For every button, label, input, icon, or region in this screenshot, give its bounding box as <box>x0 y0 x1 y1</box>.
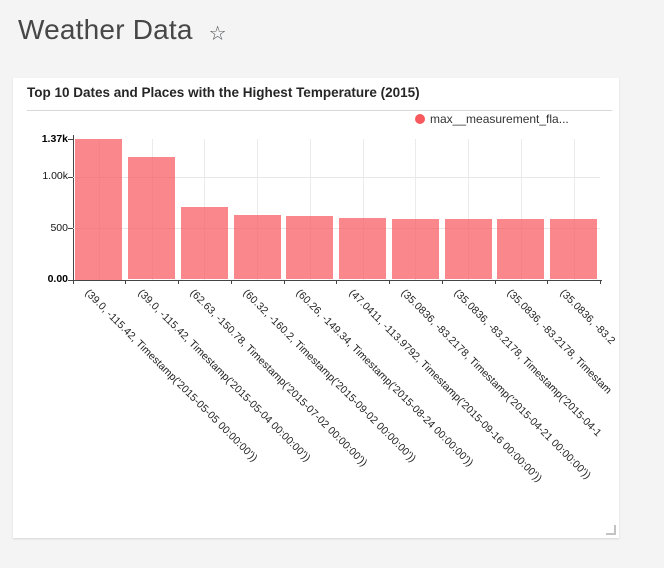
legend-label: max__measurement_fla... <box>430 112 569 126</box>
y-axis-label: 1.00k <box>42 170 68 183</box>
y-axis-line <box>72 135 74 280</box>
x-axis-tick <box>441 280 443 284</box>
gridline-vertical <box>415 139 417 280</box>
x-axis-tick <box>283 280 285 284</box>
x-axis-label: (62.63, -150.78, Timestamp('2015-07-02 0… <box>187 287 370 470</box>
bar[interactable] <box>550 218 598 280</box>
gridline-vertical <box>362 139 364 280</box>
y-axis-label: 500 <box>50 221 68 234</box>
x-axis-label: (60.26, -149.34, Timestamp('2015-08-24 0… <box>293 287 476 470</box>
x-axis-tick <box>178 280 179 284</box>
gridline-vertical <box>468 139 470 280</box>
favorite-star-icon[interactable]: ☆ <box>209 13 227 53</box>
legend-marker-icon <box>415 114 425 124</box>
x-axis-label: (35.0836, -83.2178, Timestamp('2015-04-2… <box>398 287 594 482</box>
resize-handle-icon[interactable] <box>606 525 616 535</box>
x-axis-label: (35.0836, -83.2178, Timestam <box>504 287 614 397</box>
gridline-horizontal <box>72 176 600 178</box>
y-axis-label: 1.37k <box>41 132 68 145</box>
y-axis-label: 0.00 <box>47 273 68 285</box>
x-axis-tick <box>389 280 390 284</box>
bar[interactable] <box>497 218 545 280</box>
gridline-vertical <box>520 139 522 280</box>
gridline-vertical <box>573 139 575 280</box>
title-divider <box>27 110 612 111</box>
y-axis-tick <box>67 228 73 230</box>
gridline-horizontal <box>72 228 600 230</box>
bar[interactable] <box>339 218 387 280</box>
bar[interactable] <box>391 218 439 280</box>
x-axis-tick <box>336 280 338 284</box>
x-axis-tick <box>547 280 549 284</box>
gridline-vertical <box>257 139 259 280</box>
x-axis-label: (47.0411, -113.9792, Timestamp('2015-09-… <box>346 287 544 485</box>
x-axis-label: (35.0836, -83.2 <box>557 287 618 347</box>
y-axis-tick <box>67 279 73 281</box>
chart-title: Top 10 Dates and Places with the Highest… <box>27 85 420 100</box>
gridline-vertical <box>309 139 311 280</box>
chart-plot-area: 0.00 500 1.00k 1.37k (39.0, -115.42, Timesta… <box>13 78 619 538</box>
page-title: Weather Data <box>18 14 193 45</box>
bar[interactable] <box>180 206 228 280</box>
x-axis-tick <box>600 280 601 284</box>
x-axis-tick <box>494 280 496 284</box>
page-header: Weather Data ☆ <box>18 10 227 53</box>
bar[interactable] <box>128 157 176 280</box>
x-axis-tick <box>230 280 232 284</box>
x-axis-tick <box>72 280 74 284</box>
bar[interactable] <box>286 215 334 280</box>
legend-item[interactable]: max__measurement_fla... <box>415 112 569 126</box>
chart-card: Top 10 Dates and Places with the Highest… <box>13 78 619 538</box>
bar[interactable] <box>444 218 492 280</box>
bar[interactable] <box>75 139 123 280</box>
y-axis-tick <box>67 139 73 140</box>
bar[interactable] <box>233 214 281 280</box>
x-axis-tick <box>125 280 127 284</box>
y-axis-tick <box>67 176 73 178</box>
